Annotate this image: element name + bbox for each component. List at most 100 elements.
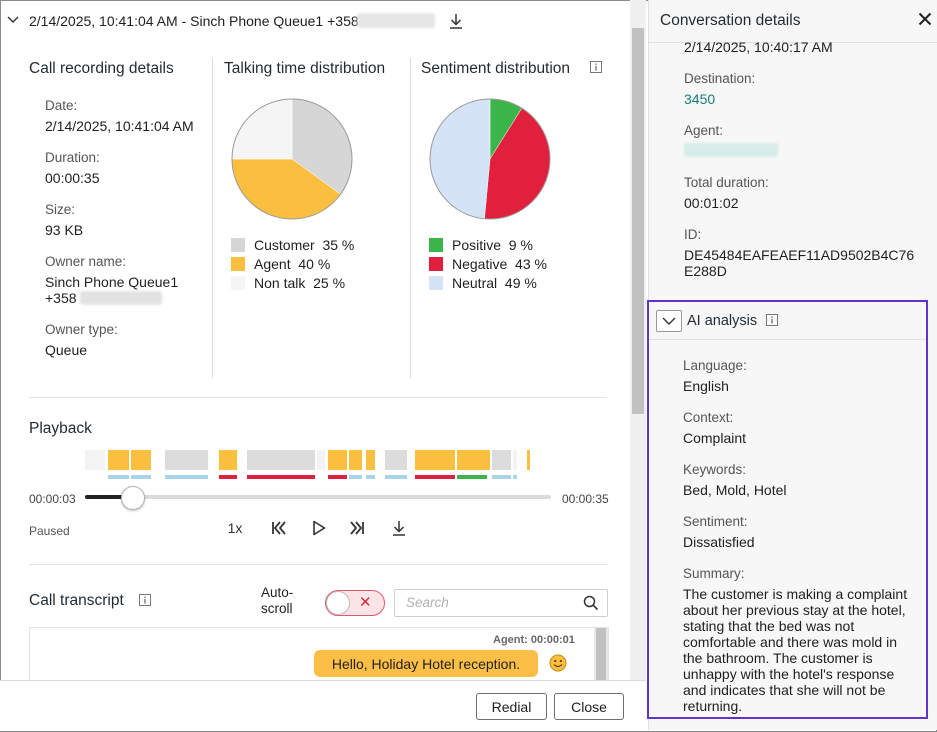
recording-header[interactable]: 2/14/2025, 10:41:04 AM - Sinch Phone Que… xyxy=(0,0,630,42)
summary-line: about her previous stay at the hotel, xyxy=(683,602,906,618)
owner-type-value: Queue xyxy=(45,342,88,358)
timeline-sentiment-segment xyxy=(108,475,129,479)
size-value: 93 KB xyxy=(45,222,84,238)
keywords-value: Bed, Mold, Hotel xyxy=(683,482,787,498)
date-value: 2/14/2025, 10:41:04 AM xyxy=(45,118,194,134)
play-icon xyxy=(313,520,326,536)
recording-title: 2/14/2025, 10:41:04 AM - Sinch Phone Que… xyxy=(29,13,359,29)
close-icon: ✕ xyxy=(359,594,372,611)
scrollbar-thumb[interactable] xyxy=(632,28,644,414)
legend-item-positive: Positive 9 % xyxy=(429,235,547,254)
total-duration-label: Total duration: xyxy=(684,175,769,190)
legend-label: Agent 40 % xyxy=(254,255,331,272)
search-icon[interactable] xyxy=(583,595,599,611)
legend-item-agent: Agent 40 % xyxy=(231,254,354,273)
summary-line: unhappy with the hotel's response xyxy=(683,666,895,682)
summary-text: The customer is making a complaint about… xyxy=(683,586,913,714)
autoscroll-toggle[interactable]: ✕ xyxy=(325,590,385,616)
close-icon[interactable] xyxy=(917,11,933,27)
transcript-title: Call transcript xyxy=(29,592,124,609)
legend-item-non-talk: Non talk 25 % xyxy=(231,273,354,292)
details-title: Call recording details xyxy=(29,60,174,77)
section-divider xyxy=(29,564,607,565)
ai-divider xyxy=(649,339,926,340)
sentiment-title: Sentiment distribution xyxy=(421,60,571,77)
recording-panel: 2/14/2025, 10:41:04 AM - Sinch Phone Que… xyxy=(0,0,630,680)
download-icon[interactable] xyxy=(447,12,465,30)
seek-handle[interactable] xyxy=(120,486,145,510)
skip-forward-button[interactable] xyxy=(346,518,368,538)
timeline-sentiment-segment xyxy=(457,475,487,479)
timeline-segment xyxy=(385,450,407,470)
timeline-segment xyxy=(366,450,375,470)
context-label: Context: xyxy=(683,410,734,425)
seek-track[interactable] xyxy=(85,495,551,499)
timeline-segment xyxy=(457,450,490,470)
speaker-timeline[interactable] xyxy=(85,448,551,482)
legend-swatch xyxy=(231,256,245,271)
seek-progress xyxy=(85,495,132,499)
legend-swatch xyxy=(231,237,245,252)
timeline-segment xyxy=(165,450,208,470)
timeline-sentiment-segment xyxy=(165,475,208,479)
legend-swatch xyxy=(429,237,443,252)
timeline-segment xyxy=(527,450,530,470)
destination-value[interactable]: 3450 xyxy=(684,91,716,107)
ai-collapse-button[interactable] xyxy=(656,310,682,332)
transcript-search-input[interactable]: Search xyxy=(394,589,608,617)
column-divider xyxy=(410,58,411,378)
timeline-segment xyxy=(108,450,129,470)
summary-label: Summary: xyxy=(683,566,745,581)
forward-icon xyxy=(350,521,364,535)
owner-label: Owner name: xyxy=(45,254,127,269)
timeline-sentiment-segment xyxy=(131,475,151,479)
id-value-line2: E288D xyxy=(684,263,727,279)
column-divider xyxy=(212,58,213,378)
summary-line: returning. xyxy=(683,698,743,714)
play-button[interactable] xyxy=(308,518,330,538)
timeline-segment xyxy=(513,450,517,470)
speed-button[interactable]: 1x xyxy=(227,520,243,536)
chevron-down-icon[interactable] xyxy=(6,13,20,27)
timeline-segment xyxy=(328,450,347,470)
timeline-sentiment-segment xyxy=(385,475,407,479)
transcript-scrollbar[interactable] xyxy=(594,628,608,680)
summary-line: stating that the bed was not xyxy=(683,618,855,634)
date-label: Date: xyxy=(45,98,78,113)
ai-analysis-section: AI analysis Language: English Context: C… xyxy=(647,300,928,719)
timeline-segment xyxy=(247,450,315,470)
agent-label: Agent: xyxy=(684,123,724,138)
context-value: Complaint xyxy=(683,430,747,446)
timeline-sentiment-segment xyxy=(328,475,347,479)
info-icon[interactable] xyxy=(139,594,151,606)
download-recording-button[interactable] xyxy=(388,518,410,538)
info-icon[interactable] xyxy=(590,61,602,73)
redial-button[interactable]: Redial xyxy=(476,693,547,720)
legend-label: Neutral 49 % xyxy=(452,274,537,291)
chevron-down-icon xyxy=(662,317,676,325)
playback-title: Playback xyxy=(29,420,92,437)
duration-label: Duration: xyxy=(45,150,100,165)
timeline-sentiment-segment xyxy=(366,475,375,479)
legend-label: Non talk 25 % xyxy=(254,274,346,291)
info-icon[interactable] xyxy=(766,314,778,326)
timeline-sentiment-segment xyxy=(492,475,511,479)
timeline-sentiment-segment xyxy=(219,475,237,479)
scrollbar-thumb[interactable] xyxy=(596,628,606,680)
pie-slice-neutral xyxy=(429,98,491,220)
close-button[interactable]: Close xyxy=(554,693,624,720)
id-label: ID: xyxy=(684,227,702,242)
left-scrollbar[interactable] xyxy=(630,0,646,680)
autoscroll-label-line1: Auto- xyxy=(261,585,294,600)
timeline-segment xyxy=(415,450,455,470)
keywords-label: Keywords: xyxy=(683,462,747,477)
timeline-sentiment-segment xyxy=(247,475,315,479)
sentiment-label: Sentiment: xyxy=(683,514,748,529)
summary-line: comfortable and there was mold in xyxy=(683,634,897,650)
download-icon xyxy=(393,521,405,536)
owner-value-line2: +358 xyxy=(45,290,77,306)
summary-line: and indicates that she will not be xyxy=(683,682,886,698)
message-meta: Agent: 00:00:01 xyxy=(493,634,575,646)
skip-back-button[interactable] xyxy=(268,518,290,538)
playback-status: Paused xyxy=(29,524,70,538)
